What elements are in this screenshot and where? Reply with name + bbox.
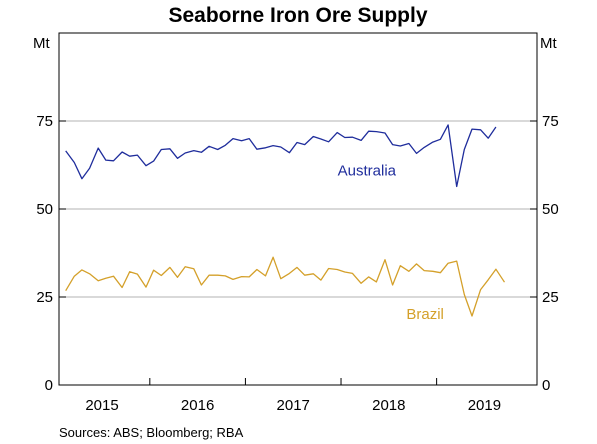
y-tick-label-left: 25	[36, 289, 53, 306]
source-note: Sources: ABS; Bloomberg; RBA	[59, 425, 244, 440]
series-line-australia	[65, 124, 497, 188]
x-tick-label-2018: 2018	[372, 397, 405, 414]
x-tick-label-2016: 2016	[181, 397, 214, 414]
y-unit-right: Mt	[540, 35, 557, 52]
y-ticks-left: 0 25 50 75	[36, 113, 66, 394]
y-tick-label-right: 75	[542, 113, 559, 130]
y-unit-left: Mt	[33, 35, 50, 52]
series-label-brazil: Brazil	[406, 306, 444, 323]
gridlines	[59, 120, 537, 298]
y-ticks-right: 0 25 50 75	[530, 113, 559, 394]
y-tick-label-left: 50	[36, 201, 53, 218]
series-label-australia: Australia	[338, 162, 397, 179]
x-tick-label-2019: 2019	[468, 397, 501, 414]
x-ticks: 2015 2016 2017 2018 2019	[85, 378, 501, 414]
y-tick-label-right: 50	[542, 201, 559, 218]
y-tick-label-left: 75	[36, 113, 53, 130]
plot-frame	[58, 32, 538, 386]
series-line-brazil	[65, 256, 506, 317]
y-tick-label-right: 0	[542, 377, 550, 394]
chart-title: Seaborne Iron Ore Supply	[168, 4, 427, 27]
y-tick-label-left: 0	[45, 377, 53, 394]
x-tick-label-2015: 2015	[85, 397, 118, 414]
y-tick-label-right: 25	[542, 289, 559, 306]
x-tick-label-2017: 2017	[277, 397, 310, 414]
series-group: Australia Brazil	[65, 124, 506, 323]
